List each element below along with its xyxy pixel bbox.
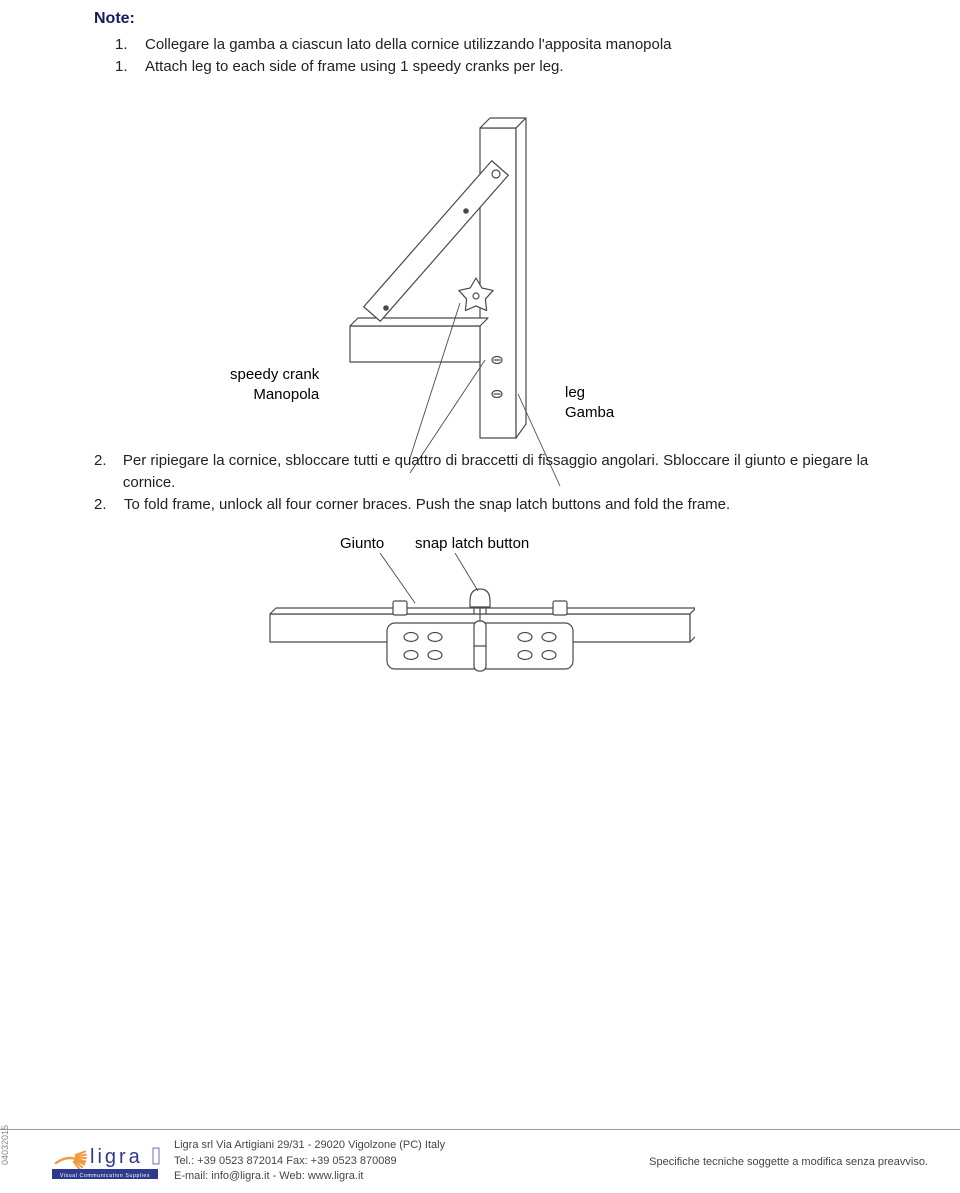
note2-en-num: 2. — [94, 494, 112, 516]
diagram-hinge — [265, 553, 695, 693]
note1-en-text: Attach leg to each side of frame using 1… — [145, 56, 564, 78]
label-speedy-crank: speedy crank Manopola — [230, 365, 319, 404]
note1-it: 1. Collegare la gamba a ciascun lato del… — [115, 34, 672, 56]
note1-en: 1. Attach leg to each side of frame usin… — [115, 56, 672, 78]
note2-en: 2. To fold frame, unlock all four corner… — [94, 494, 874, 516]
note1-it-text: Collegare la gamba a ciascun lato della … — [145, 34, 672, 56]
note1-en-num: 1. — [115, 56, 133, 78]
label-leg-it: Gamba — [565, 403, 614, 423]
label-leg-en: leg — [565, 383, 614, 403]
note-heading: Note: — [94, 10, 135, 28]
svg-text:Visual Communication Supplies: Visual Communication Supplies — [60, 1173, 150, 1179]
label-leg: leg Gamba — [565, 383, 614, 422]
footer-line3: E-mail: info@ligra.it - Web: www.ligra.i… — [174, 1169, 445, 1184]
note2-it-num: 2. — [94, 450, 111, 494]
note1-block: 1. Collegare la gamba a ciascun lato del… — [115, 34, 672, 78]
footer-disclaimer: Specifiche tecniche soggette a modifica … — [649, 1156, 928, 1168]
note2-en-text: To fold frame, unlock all four corner br… — [124, 494, 730, 516]
page: Note: 1. Collegare la gamba a ciascun la… — [0, 0, 960, 1193]
label-giunto: Giunto — [340, 535, 384, 552]
note2-block: 2. Per ripiegare la cornice, sbloccare t… — [94, 450, 874, 515]
svg-text:ligra: ligra — [90, 1146, 143, 1168]
note2-it-text: Per ripiegare la cornice, sbloccare tutt… — [123, 450, 874, 494]
label-snap-latch: snap latch button — [415, 535, 529, 552]
footer-side-code: 04032015 — [0, 1125, 10, 1165]
footer-address: Ligra srl Via Artigiani 29/31 - 29020 Vi… — [174, 1138, 445, 1184]
ligra-logo-icon: ligra Visual Communication Supplies — [50, 1139, 160, 1185]
footer-line2: Tel.: +39 0523 872014 Fax: +39 0523 8700… — [174, 1154, 445, 1169]
label-crank-en: speedy crank — [230, 365, 319, 385]
footer-line1: Ligra srl Via Artigiani 29/31 - 29020 Vi… — [174, 1138, 445, 1153]
footer: 04032015 ligraVisual Communication Suppl… — [0, 1129, 960, 1193]
note2-it: 2. Per ripiegare la cornice, sbloccare t… — [94, 450, 874, 494]
label-crank-it: Manopola — [230, 385, 319, 405]
note1-it-num: 1. — [115, 34, 133, 56]
